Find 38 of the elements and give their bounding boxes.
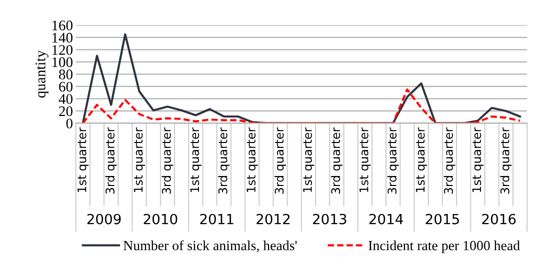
x-tick-label: 1st quarter: [360, 127, 371, 192]
line-series: [82, 33, 522, 124]
y-tick-label: 160: [52, 20, 72, 30]
x-tick-label: 1st quarter: [246, 127, 258, 192]
y-axis-title: quantity: [36, 50, 48, 98]
x-tick-label: 3rd quarter: [387, 127, 399, 194]
x-tick-label: 3rd quarter: [500, 127, 512, 194]
y-tick-label: 80: [59, 70, 72, 80]
y-tick-label: 140: [52, 32, 72, 43]
text: 2010: [144, 214, 178, 224]
text: 2013: [312, 214, 346, 224]
x-tick-label: 3rd quarter: [274, 127, 286, 194]
y-tick-label: 120: [52, 45, 72, 55]
y-tick-label: 20: [59, 106, 72, 116]
y-tick-label: 0: [66, 118, 72, 128]
line-series: [82, 88, 522, 124]
text: 2014: [369, 214, 403, 224]
x-tick-label: 1st quarter: [416, 127, 428, 192]
text: 2011: [200, 214, 234, 224]
x-tick-label: 1st quarter: [190, 127, 202, 192]
text: 2012: [256, 214, 290, 224]
y-tick-label: 60: [59, 82, 72, 92]
x-tick-label: 1st quarter: [472, 127, 484, 192]
text: 2015: [426, 214, 459, 224]
y-tick-label: 100: [52, 57, 72, 68]
x-tick-label: 3rd quarter: [105, 127, 117, 194]
x-tick-label: 3rd quarter: [162, 127, 174, 194]
x-tick-label: 3rd quarter: [444, 127, 456, 194]
text: 2016: [482, 214, 516, 224]
legend-label: Incident rate per 1000 head: [368, 240, 520, 254]
legend-label: Number of sick animals, heads': [124, 240, 297, 252]
text: 2009: [87, 214, 121, 224]
x-tick-label: 3rd quarter: [218, 127, 230, 194]
y-tick-label: 40: [58, 94, 72, 104]
x-tick-label: 3rd quarter: [330, 127, 342, 194]
x-tick-label: 1st quarter: [78, 127, 89, 192]
x-tick-label: 1st quarter: [303, 127, 314, 192]
x-tick-label: 1st quarter: [134, 127, 145, 192]
